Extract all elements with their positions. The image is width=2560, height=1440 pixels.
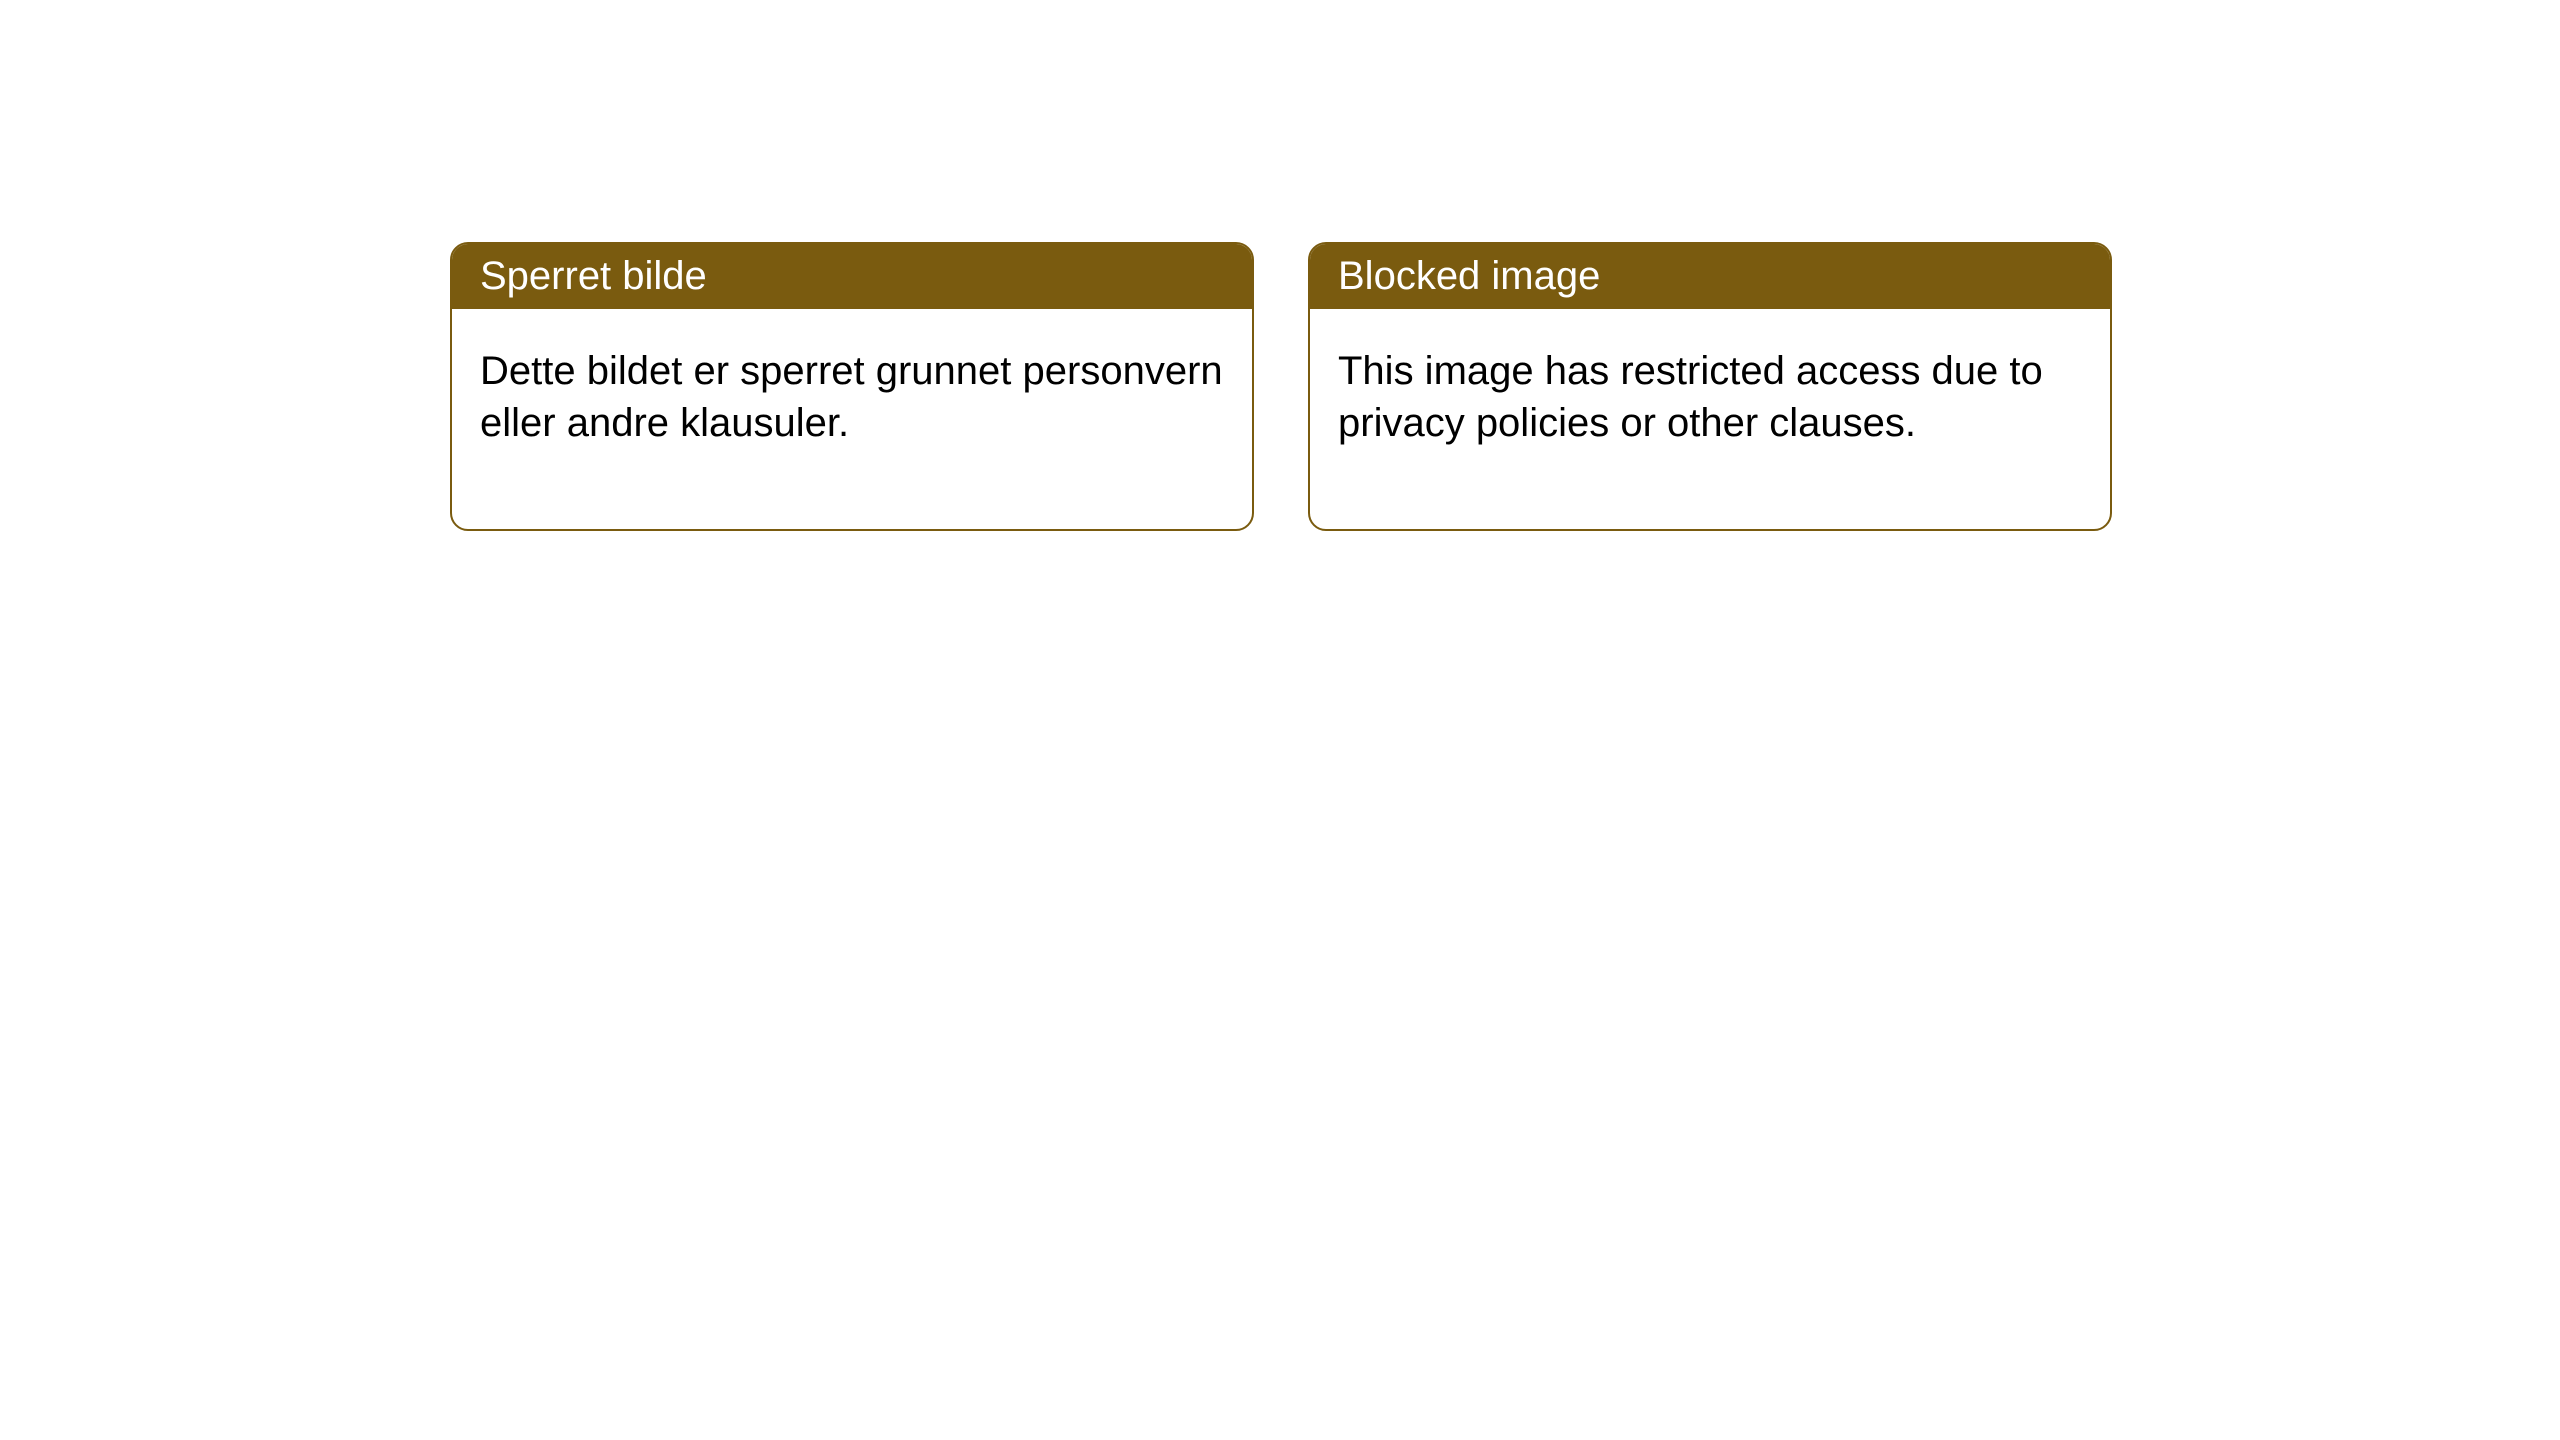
notice-body-text: This image has restricted access due to … [1338,349,2043,445]
notice-header: Sperret bilde [452,244,1252,309]
notice-body: Dette bildet er sperret grunnet personve… [452,309,1252,529]
notice-title: Sperret bilde [480,254,707,298]
notice-body: This image has restricted access due to … [1310,309,2110,529]
notice-container: Sperret bilde Dette bildet er sperret gr… [0,0,2560,531]
notice-card-english: Blocked image This image has restricted … [1308,242,2112,531]
notice-body-text: Dette bildet er sperret grunnet personve… [480,349,1223,445]
notice-header: Blocked image [1310,244,2110,309]
notice-title: Blocked image [1338,254,1600,298]
notice-card-norwegian: Sperret bilde Dette bildet er sperret gr… [450,242,1254,531]
